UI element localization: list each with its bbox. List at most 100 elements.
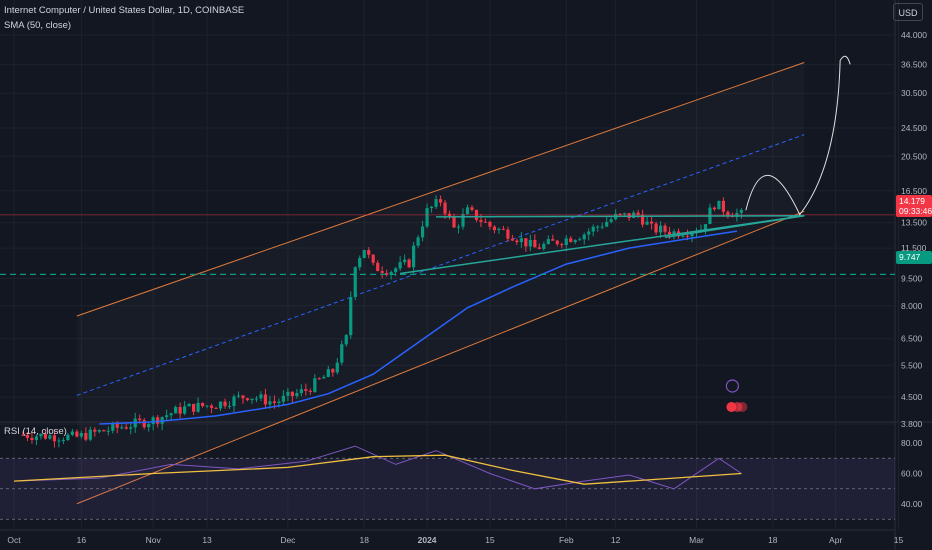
candle-body bbox=[416, 237, 420, 246]
candle-body bbox=[358, 257, 362, 268]
candle-body bbox=[425, 208, 429, 227]
price-tick-label: 5.500 bbox=[901, 360, 923, 370]
time-tick-label: Nov bbox=[146, 535, 162, 545]
channel-lower-line bbox=[76, 210, 805, 505]
drawings bbox=[0, 55, 895, 276]
candle-body bbox=[456, 226, 461, 228]
candle-body bbox=[672, 231, 676, 236]
lightning-icon bbox=[725, 379, 740, 393]
candle-body bbox=[470, 207, 474, 210]
candle-body bbox=[654, 223, 658, 233]
candle-body bbox=[39, 433, 43, 437]
candle-body bbox=[605, 221, 609, 227]
candle-body bbox=[623, 213, 627, 215]
candle-body bbox=[259, 394, 263, 399]
candle-body bbox=[407, 259, 411, 268]
event-icons bbox=[725, 379, 748, 412]
candle-body bbox=[537, 247, 541, 249]
time-tick-label: 15 bbox=[894, 535, 904, 545]
candle-body bbox=[299, 389, 303, 394]
projection-curve bbox=[745, 55, 851, 216]
price-axis: 44.000 36.500 30.500 24.500 20.500 16.500 13.5… bbox=[901, 30, 927, 429]
candle-body bbox=[30, 437, 34, 440]
time-tick-label: Feb bbox=[559, 535, 574, 545]
candle-body bbox=[353, 267, 357, 298]
candle-body bbox=[385, 272, 389, 275]
candle-body bbox=[111, 423, 115, 431]
price-tick-label: 44.000 bbox=[901, 30, 927, 40]
candle-body bbox=[587, 231, 591, 235]
candle-body bbox=[205, 405, 209, 407]
candle-body bbox=[403, 259, 407, 263]
candle-body bbox=[209, 405, 214, 408]
candle-body bbox=[254, 398, 259, 400]
candle-body bbox=[106, 430, 110, 432]
candle-body bbox=[88, 429, 92, 440]
sma-legend[interactable]: SMA (50, close) bbox=[4, 20, 72, 31]
candle-body bbox=[192, 403, 196, 412]
candle-body bbox=[488, 221, 492, 227]
rsi-ma-line bbox=[13, 454, 742, 485]
rsi-tick-label: 80.00 bbox=[901, 438, 923, 448]
candle-body bbox=[263, 394, 268, 405]
candle-body bbox=[492, 226, 497, 231]
candle-body bbox=[196, 402, 200, 412]
candle-body bbox=[281, 395, 285, 402]
candle-body bbox=[142, 420, 146, 428]
candle-body bbox=[120, 427, 124, 429]
time-tick-label: 16 bbox=[77, 535, 87, 545]
candle-body bbox=[690, 232, 694, 237]
candle-body bbox=[461, 214, 465, 227]
candle-body bbox=[578, 239, 582, 241]
candle-body bbox=[322, 376, 326, 379]
candle-body bbox=[102, 430, 106, 432]
grid bbox=[0, 0, 900, 530]
candle-body bbox=[519, 238, 523, 243]
price-tick-label: 8.000 bbox=[901, 301, 923, 311]
candle-body bbox=[542, 243, 546, 249]
last-price-tag: 14.179 09:33:46 bbox=[896, 195, 932, 217]
candle-body bbox=[412, 245, 416, 268]
candle-body bbox=[573, 240, 577, 243]
time-tick-label: 13 bbox=[202, 535, 212, 545]
candle-body bbox=[25, 434, 30, 438]
candle-body bbox=[48, 435, 52, 439]
candle-body bbox=[227, 406, 232, 408]
inner-trendline bbox=[664, 215, 805, 239]
candle-body bbox=[169, 413, 173, 416]
candle-body bbox=[147, 424, 151, 428]
candle-body bbox=[124, 427, 128, 429]
candle-body bbox=[250, 398, 254, 401]
price-tick-label: 16.500 bbox=[901, 186, 927, 196]
currency-button[interactable]: USD bbox=[893, 3, 923, 21]
candle-body bbox=[515, 240, 519, 243]
price-tick-label: 4.500 bbox=[901, 392, 923, 402]
candle-body bbox=[317, 378, 321, 380]
regression-channel bbox=[76, 62, 805, 505]
candle-body bbox=[335, 362, 339, 373]
candle-body bbox=[214, 407, 218, 409]
candle-body bbox=[362, 250, 366, 258]
candle-body bbox=[376, 262, 380, 272]
countdown-value: 09:33:46 bbox=[899, 206, 932, 216]
candle-body bbox=[218, 401, 223, 409]
candle-body bbox=[286, 391, 290, 396]
rsi-legend[interactable]: RSI (14, close) bbox=[4, 426, 67, 437]
candle-body bbox=[241, 395, 245, 399]
candle-body bbox=[726, 211, 730, 216]
candle-body bbox=[721, 200, 726, 212]
last-price-value: 14.179 bbox=[899, 196, 925, 206]
candle-body bbox=[151, 417, 155, 425]
candle-body bbox=[438, 199, 443, 203]
candle-body bbox=[290, 391, 294, 397]
candle-body bbox=[236, 395, 241, 397]
candle-body bbox=[551, 239, 555, 241]
symbol-title[interactable]: Internet Computer / United States Dollar… bbox=[4, 5, 245, 16]
candle-body bbox=[183, 406, 187, 414]
candle-body bbox=[667, 231, 672, 236]
candle-body bbox=[645, 221, 649, 225]
price-tick-label: 20.500 bbox=[901, 151, 927, 161]
rsi-tick-label: 60.00 bbox=[901, 469, 923, 479]
candle-body bbox=[97, 430, 101, 432]
